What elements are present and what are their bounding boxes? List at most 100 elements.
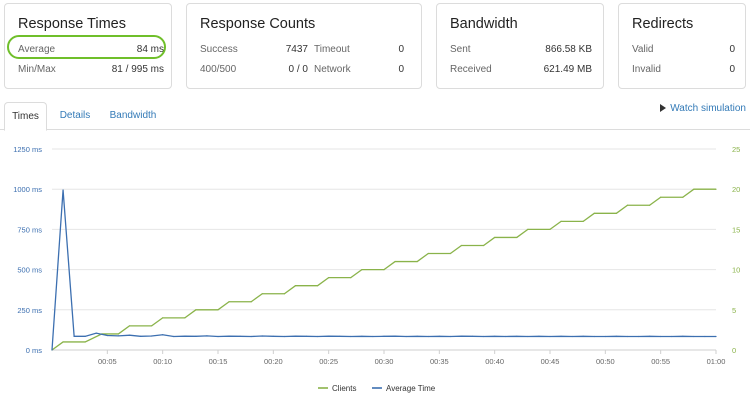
average-time-point xyxy=(151,335,153,337)
right-axis-tick-label: 20 xyxy=(732,185,740,194)
x-axis-tick-label: 00:55 xyxy=(651,357,670,366)
average-time-point xyxy=(372,335,374,338)
average-time-point xyxy=(604,335,606,338)
average-time-point xyxy=(505,335,507,338)
average-time-point xyxy=(449,335,451,338)
clients-point xyxy=(527,228,529,230)
x-axis-tick-label: 00:40 xyxy=(485,357,504,366)
clients-point xyxy=(682,196,684,198)
response-counts-title: Response Counts xyxy=(200,16,316,32)
left-axis-tick-label: 1250 ms xyxy=(13,145,42,154)
average-time-point xyxy=(283,335,285,338)
clients-point xyxy=(593,212,595,214)
average-time-point xyxy=(615,335,618,337)
clients-point xyxy=(217,309,219,311)
invalid-label: Invalid xyxy=(632,64,661,75)
average-time-point xyxy=(239,335,241,337)
left-axis-tick-label: 0 ms xyxy=(26,346,43,355)
average-time-point xyxy=(184,335,186,337)
clients-point xyxy=(494,236,496,239)
x-axis-tick-label: 00:50 xyxy=(596,357,615,366)
clients-point xyxy=(228,301,230,303)
average-time-point xyxy=(350,335,352,338)
clients-point xyxy=(516,236,518,239)
clients-point xyxy=(460,244,463,247)
legend-clients-label: Clients xyxy=(332,384,356,393)
received-label: Received xyxy=(450,64,492,75)
clients-point xyxy=(62,341,64,343)
clients-point xyxy=(361,269,363,271)
clients-point xyxy=(128,325,131,327)
network-value: 0 xyxy=(398,64,404,75)
clients-point xyxy=(649,204,651,206)
average-time-point xyxy=(704,335,706,338)
average-time-point xyxy=(206,335,208,337)
average-time-point xyxy=(294,335,297,337)
average-time-point xyxy=(715,335,717,338)
average-time-point xyxy=(693,335,695,338)
clients-point xyxy=(560,220,562,222)
times-chart: 0 ms 250 ms 500 ms 750 ms 1000 ms 1250 ms 0 5 10… xyxy=(13,145,740,393)
average-time-point xyxy=(549,335,551,338)
average-time-point xyxy=(51,349,53,351)
clients-point xyxy=(151,325,153,327)
redirects-card: Redirects Valid 0 Invalid 0 xyxy=(618,3,746,89)
network-label: Network xyxy=(314,64,351,75)
average-highlight-ring xyxy=(7,35,166,59)
tab-details[interactable]: Details xyxy=(59,110,91,121)
tab-bandwidth[interactable]: Bandwidth xyxy=(109,110,157,121)
average-time-point xyxy=(128,334,131,336)
average-time-point xyxy=(682,335,684,337)
clients-point xyxy=(84,341,86,343)
average-time-point xyxy=(438,335,440,337)
average-time-point xyxy=(95,332,97,334)
timeout-label: Timeout xyxy=(314,44,350,55)
clients-point xyxy=(582,220,584,222)
clients-point xyxy=(394,260,396,263)
bandwidth-title: Bandwidth xyxy=(450,16,518,32)
average-time-point xyxy=(228,335,230,337)
average-time-point xyxy=(62,189,64,191)
x-axis-tick-label: 01:00 xyxy=(707,357,726,366)
sent-value: 866.58 KB xyxy=(545,44,592,55)
average-time-point xyxy=(416,335,418,337)
clients-point xyxy=(294,285,297,287)
average-time-point xyxy=(560,335,562,337)
minmax-label: Min/Max xyxy=(18,64,56,75)
clients-point xyxy=(483,244,485,247)
average-time-point xyxy=(339,335,341,337)
sent-label: Sent xyxy=(450,44,471,55)
right-axis-tick-label: 15 xyxy=(732,225,740,234)
right-axis-tick-label: 25 xyxy=(732,145,740,154)
average-time-point xyxy=(217,335,219,338)
average-value: 84 ms xyxy=(136,44,164,55)
success-value: 7437 xyxy=(285,44,308,55)
watch-simulation-link[interactable]: Watch simulation xyxy=(660,103,746,114)
status-value: 0 / 0 xyxy=(288,64,308,75)
clients-point xyxy=(184,317,186,319)
average-time-point xyxy=(361,335,363,337)
clients-point xyxy=(162,317,164,319)
clients-point xyxy=(317,285,319,287)
received-value: 621.49 MB xyxy=(543,64,592,75)
clients-point xyxy=(261,293,263,295)
invalid-value: 0 xyxy=(729,64,735,75)
x-axis-tick-label: 00:20 xyxy=(264,357,283,366)
average-time-point xyxy=(571,335,573,338)
right-axis-tick-label: 0 xyxy=(732,346,736,355)
left-axis-tick-label: 750 ms xyxy=(17,225,42,234)
average-time-point xyxy=(317,335,319,338)
tab-times[interactable]: Times xyxy=(4,102,47,131)
redirects-title: Redirects xyxy=(632,16,694,32)
average-time-point xyxy=(483,335,485,338)
clients-point xyxy=(250,301,252,303)
average-time-point xyxy=(84,335,86,337)
clients-point xyxy=(416,260,418,263)
x-axis-tick-label: 00:45 xyxy=(541,357,560,366)
x-axis-tick-label: 00:15 xyxy=(209,357,228,366)
clients-point xyxy=(427,252,429,255)
left-axis-tick-label: 500 ms xyxy=(17,266,42,275)
average-time-point xyxy=(593,335,595,338)
clients-point xyxy=(715,188,717,190)
play-icon xyxy=(660,104,667,112)
